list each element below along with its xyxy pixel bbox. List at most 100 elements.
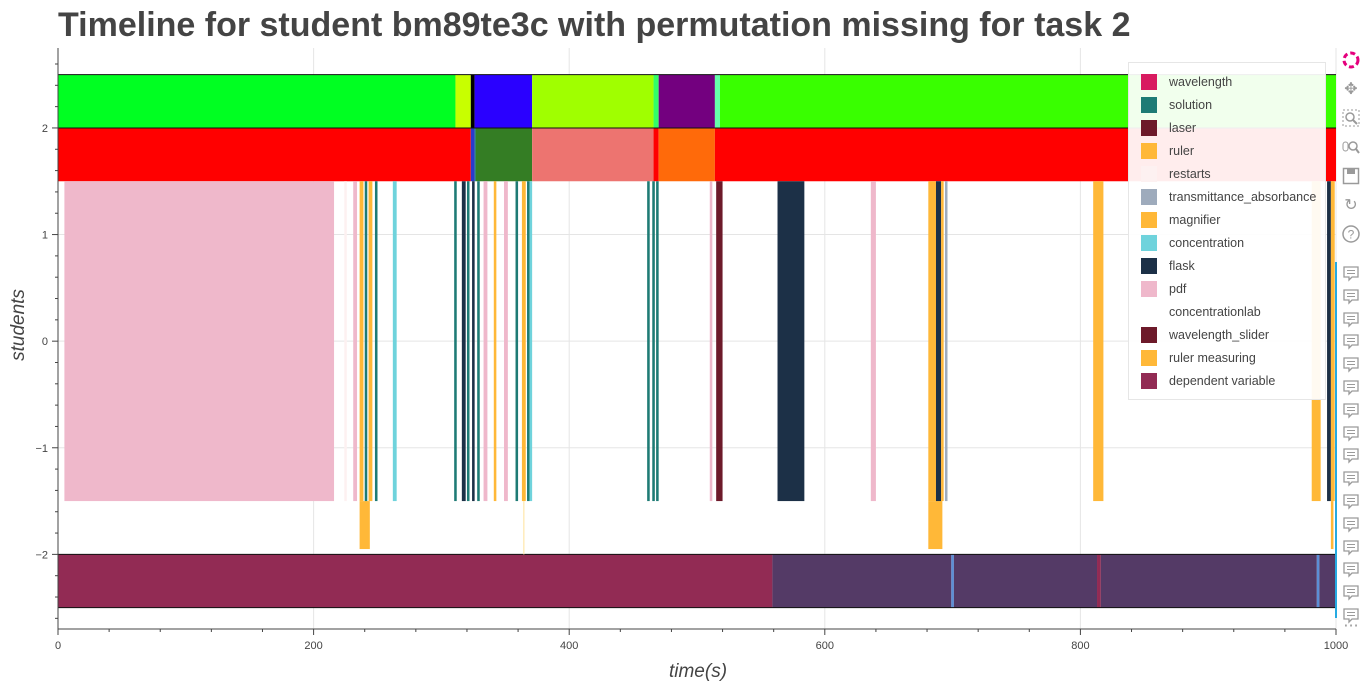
band-segment (1319, 554, 1336, 608)
band-segment (772, 554, 952, 608)
hover-icon[interactable] (1341, 469, 1361, 489)
hover-icon[interactable] (1341, 560, 1361, 580)
event-bar (364, 181, 368, 502)
hover-icon[interactable] (1341, 355, 1361, 375)
event-bars (64, 181, 1335, 555)
legend-swatch (1141, 326, 1157, 343)
y-tick-label: −1 (35, 443, 48, 455)
band-segment (474, 74, 533, 128)
hover-icon[interactable] (1341, 446, 1361, 466)
event-bar (504, 181, 508, 502)
event-bar (353, 181, 358, 502)
event-bar (928, 181, 936, 502)
legend-swatch (1141, 211, 1157, 228)
legend-item[interactable]: concentrationlab (1141, 300, 1325, 323)
hover-icon[interactable] (1341, 310, 1361, 330)
band-segment (470, 127, 475, 182)
event-bar (472, 181, 475, 502)
legend-swatch (1141, 165, 1157, 182)
event-bar (529, 181, 533, 502)
hover-icon[interactable] (1341, 492, 1361, 512)
pan-icon[interactable]: ✥ (1344, 79, 1358, 98)
hover-icon[interactable] (1341, 515, 1361, 535)
bokeh-logo-icon[interactable] (1341, 50, 1361, 70)
box-zoom-icon[interactable] (1341, 108, 1361, 128)
chart-title: Timeline for student bm89te3c with permu… (58, 6, 1131, 44)
y-axis-label: students (8, 289, 29, 361)
legend-label: concentrationlab (1169, 304, 1261, 319)
event-bar (1093, 181, 1104, 502)
legend-label: concentration (1169, 235, 1245, 250)
legend-item[interactable]: dependent variable (1141, 369, 1325, 392)
band-segment (532, 74, 654, 128)
legend-label: wavelength (1169, 74, 1233, 89)
x-tick-label: 0 (55, 640, 61, 652)
legend-item[interactable]: magnifier (1141, 208, 1325, 231)
legend-item[interactable]: wavelength_slider (1141, 323, 1325, 346)
event-bar (652, 181, 655, 502)
x-tick-label: 600 (816, 640, 834, 652)
hover-icon[interactable] (1341, 378, 1361, 398)
chart-legend[interactable]: wavelength solution laser ruler restarts tran… (1128, 62, 1326, 400)
legend-label: solution (1169, 97, 1213, 112)
legend-item[interactable]: pdf (1141, 277, 1325, 300)
legend-item[interactable]: ruler (1141, 139, 1325, 162)
legend-swatch (1141, 372, 1157, 389)
event-bar (359, 501, 370, 550)
event-bar (483, 181, 488, 502)
axes: 0 200 400 600 800 1000 −2 −1 0 1 2 (35, 48, 1348, 652)
event-bar (523, 501, 525, 555)
reset-icon[interactable]: ↻ (1344, 195, 1358, 214)
hover-icon[interactable] (1341, 287, 1361, 307)
band-segment (714, 74, 721, 128)
event-bar (1330, 181, 1335, 502)
event-bar (493, 181, 497, 502)
event-bar (461, 181, 466, 502)
hover-icon[interactable] (1341, 332, 1361, 352)
legend-item[interactable]: ruler measuring (1141, 346, 1325, 369)
y-tick-label: 0 (42, 336, 48, 348)
hover-icon[interactable] (1341, 264, 1361, 284)
legend-item[interactable]: laser (1141, 116, 1325, 139)
hover-icon[interactable] (1341, 401, 1361, 421)
hover-icon[interactable] (1341, 606, 1361, 626)
hover-icon[interactable] (1341, 538, 1361, 558)
hover-icon[interactable] (1341, 424, 1361, 444)
event-bar (374, 181, 378, 502)
event-bar (870, 181, 876, 502)
band-segment (953, 554, 1098, 608)
band-segment (1100, 554, 1317, 608)
legend-swatch (1141, 73, 1157, 90)
x-axis-label: time(s) (669, 661, 727, 682)
x-tick-label: 200 (304, 640, 322, 652)
legend-item[interactable]: restarts (1141, 162, 1325, 185)
legend-item[interactable]: solution (1141, 93, 1325, 116)
band-segment (58, 74, 456, 128)
event-bar (709, 181, 713, 502)
save-icon[interactable] (1341, 166, 1361, 186)
wheel-zoom-icon[interactable] (1341, 137, 1361, 157)
help-icon[interactable]: ? (1341, 224, 1361, 244)
legend-swatch (1141, 234, 1157, 251)
legend-swatch (1141, 303, 1157, 320)
event-bar (477, 181, 480, 502)
event-bar (647, 181, 650, 502)
legend-item[interactable]: transmittance_absorbance (1141, 185, 1325, 208)
band-segment (653, 74, 659, 128)
hover-icon[interactable] (1341, 583, 1361, 603)
legend-item[interactable]: concentration (1141, 231, 1325, 254)
x-tick-label: 800 (1071, 640, 1089, 652)
event-bar (928, 501, 943, 550)
event-bar (454, 181, 457, 502)
legend-label: laser (1169, 120, 1197, 135)
y-tick-label: −2 (35, 549, 48, 561)
legend-item[interactable]: flask (1141, 254, 1325, 277)
legend-label: ruler measuring (1169, 350, 1256, 365)
legend-item[interactable]: wavelength (1141, 70, 1325, 93)
more-tools-icon[interactable]: ··· (1343, 616, 1359, 635)
legend-swatch (1141, 188, 1157, 205)
band-segment (58, 554, 773, 608)
toolbar-active-indicator (1335, 262, 1337, 618)
legend-swatch (1141, 349, 1157, 366)
